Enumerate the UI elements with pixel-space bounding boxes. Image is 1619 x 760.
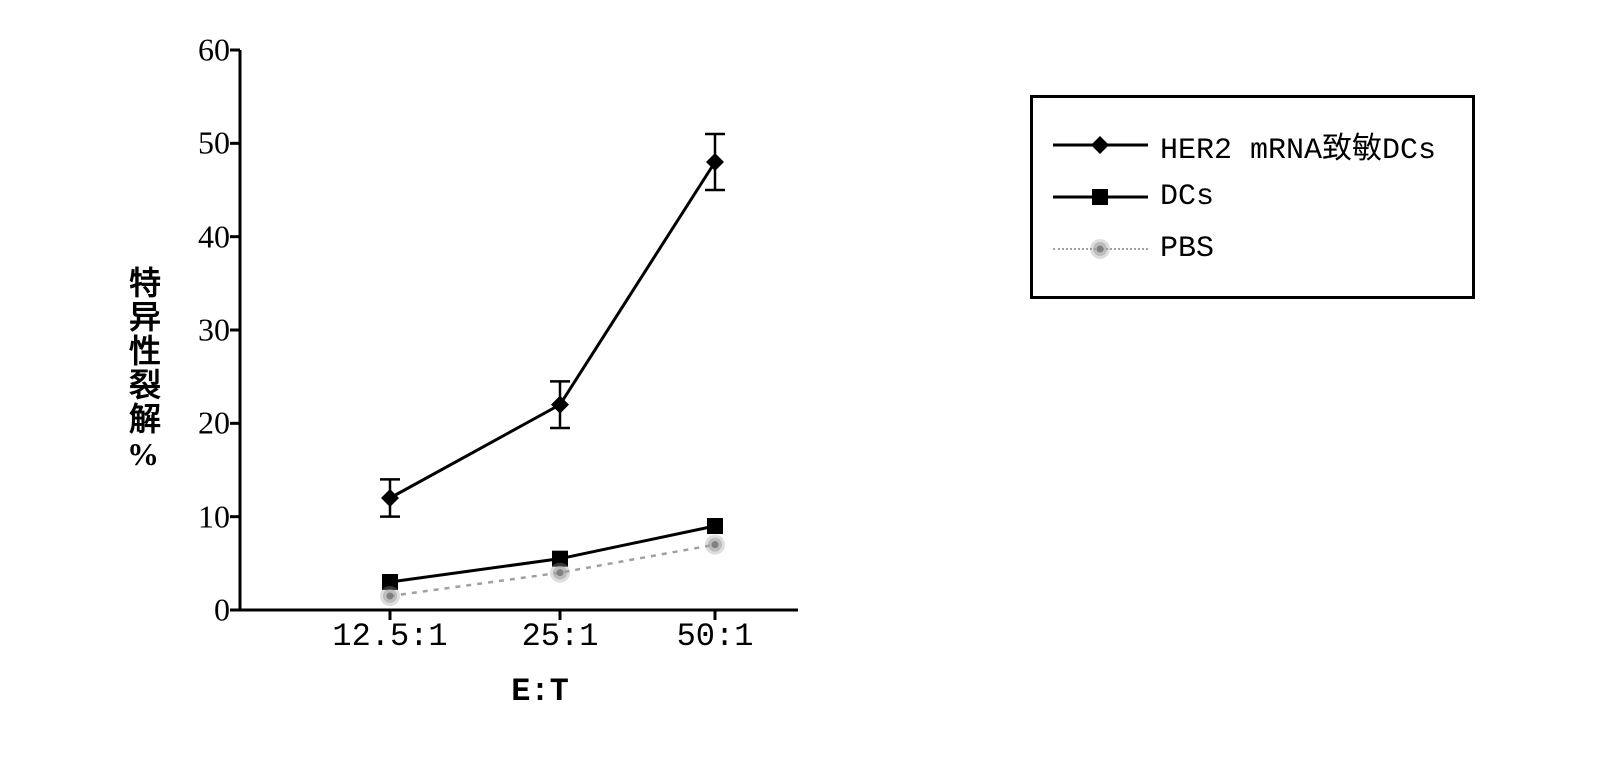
legend-label: PBS bbox=[1160, 232, 1214, 266]
x-axis-label: E:T bbox=[511, 673, 569, 710]
legend-marker-blur-icon bbox=[1053, 234, 1148, 264]
legend-item: DCs bbox=[1053, 177, 1452, 217]
legend-marker-diamond-icon bbox=[1053, 130, 1148, 160]
legend-item: HER2 mRNA致敏DCs bbox=[1053, 125, 1452, 165]
legend-label: DCs bbox=[1160, 180, 1214, 214]
y-tick-label: 0 bbox=[214, 592, 230, 629]
y-tick-label: 50 bbox=[198, 125, 230, 162]
chart-svg bbox=[240, 50, 840, 610]
x-tick-label: 50:1 bbox=[677, 618, 754, 655]
y-tick-label: 60 bbox=[198, 32, 230, 69]
legend: HER2 mRNA致敏DCs DCs PBS bbox=[1030, 95, 1475, 299]
x-tick-label: 12.5:1 bbox=[332, 618, 447, 655]
y-axis-label: 特异性裂解% bbox=[120, 266, 166, 474]
y-tick-label: 10 bbox=[198, 498, 230, 535]
y-tick-label: 40 bbox=[198, 218, 230, 255]
legend-marker-square-icon bbox=[1053, 182, 1148, 212]
y-tick-label: 30 bbox=[198, 312, 230, 349]
legend-label: HER2 mRNA致敏DCs bbox=[1160, 123, 1436, 168]
plot-area: E:T 0102030405060 12.5:125:150:1 bbox=[240, 50, 840, 610]
y-tick-label: 20 bbox=[198, 405, 230, 442]
chart-container: 特异性裂解% E:T 0102030405060 12.5:125:150:1 bbox=[100, 20, 1000, 720]
x-tick-label: 25:1 bbox=[522, 618, 599, 655]
legend-item: PBS bbox=[1053, 229, 1452, 269]
